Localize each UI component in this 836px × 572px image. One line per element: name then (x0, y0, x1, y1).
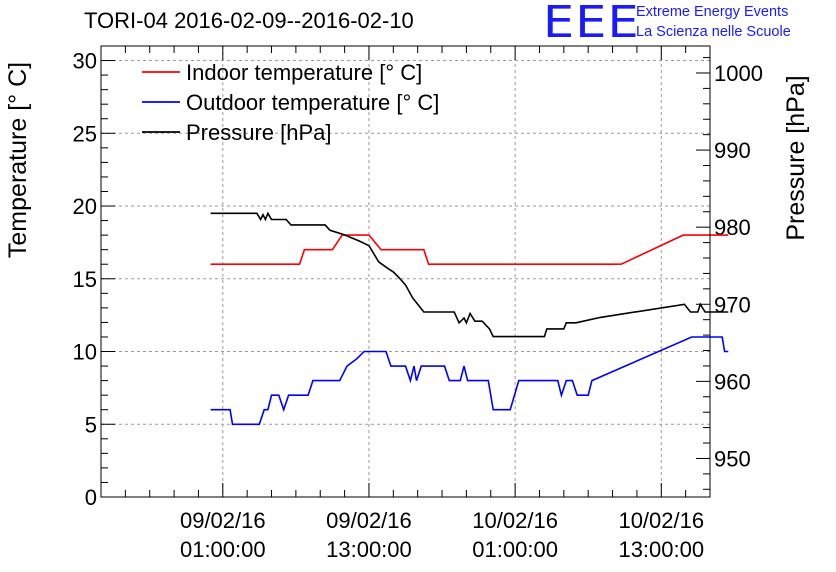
x-tick-label-date: 10/02/16 (472, 508, 558, 533)
logo-text-line1: Extreme Energy Events (636, 4, 789, 20)
series-line-3 (210, 211, 729, 338)
legend-label: Indoor temperature [° C] (186, 60, 422, 85)
y-tick-label: 10 (73, 340, 97, 365)
y-tick-label: 5 (85, 412, 97, 437)
logo-text-line2: La Scienza nelle Scuole (636, 24, 791, 40)
legend-label: Pressure [hPa] (186, 120, 332, 145)
x-tick-label-date: 09/02/16 (326, 508, 412, 533)
series-line-2 (210, 336, 729, 426)
y2-tick-label: 990 (714, 138, 751, 163)
plot-frame (100, 45, 711, 498)
y2-axis-title: Pressure [hPa] (782, 75, 810, 240)
eee-logo: EEE (543, 0, 640, 48)
y-tick-label: 30 (73, 49, 97, 74)
y2-tick-label: 950 (714, 446, 751, 471)
legend-label: Outdoor temperature [° C] (186, 90, 439, 115)
y2-tick-label: 960 (714, 369, 751, 394)
x-tick-label-time: 13:00:00 (326, 537, 412, 562)
y-tick-label: 15 (73, 267, 97, 292)
y-tick-label: 25 (73, 121, 97, 146)
x-tick-label-time: 01:00:00 (472, 537, 558, 562)
x-tick-label-date: 10/02/16 (618, 508, 704, 533)
series-line-1 (210, 234, 729, 265)
y-axis-title: Temperature [° C] (4, 62, 32, 258)
y2-tick-label: 1000 (714, 61, 763, 86)
x-tick-label-date: 09/02/16 (180, 508, 266, 533)
x-tick-label-time: 01:00:00 (180, 537, 266, 562)
chart-title: TORI-04 2016-02-09--2016-02-10 (84, 8, 414, 33)
y2-tick-label: 970 (714, 292, 751, 317)
x-tick-label-time: 13:00:00 (618, 537, 704, 562)
y2-tick-label: 980 (714, 215, 751, 240)
y-tick-label: 0 (85, 485, 97, 510)
y-tick-label: 20 (73, 194, 97, 219)
